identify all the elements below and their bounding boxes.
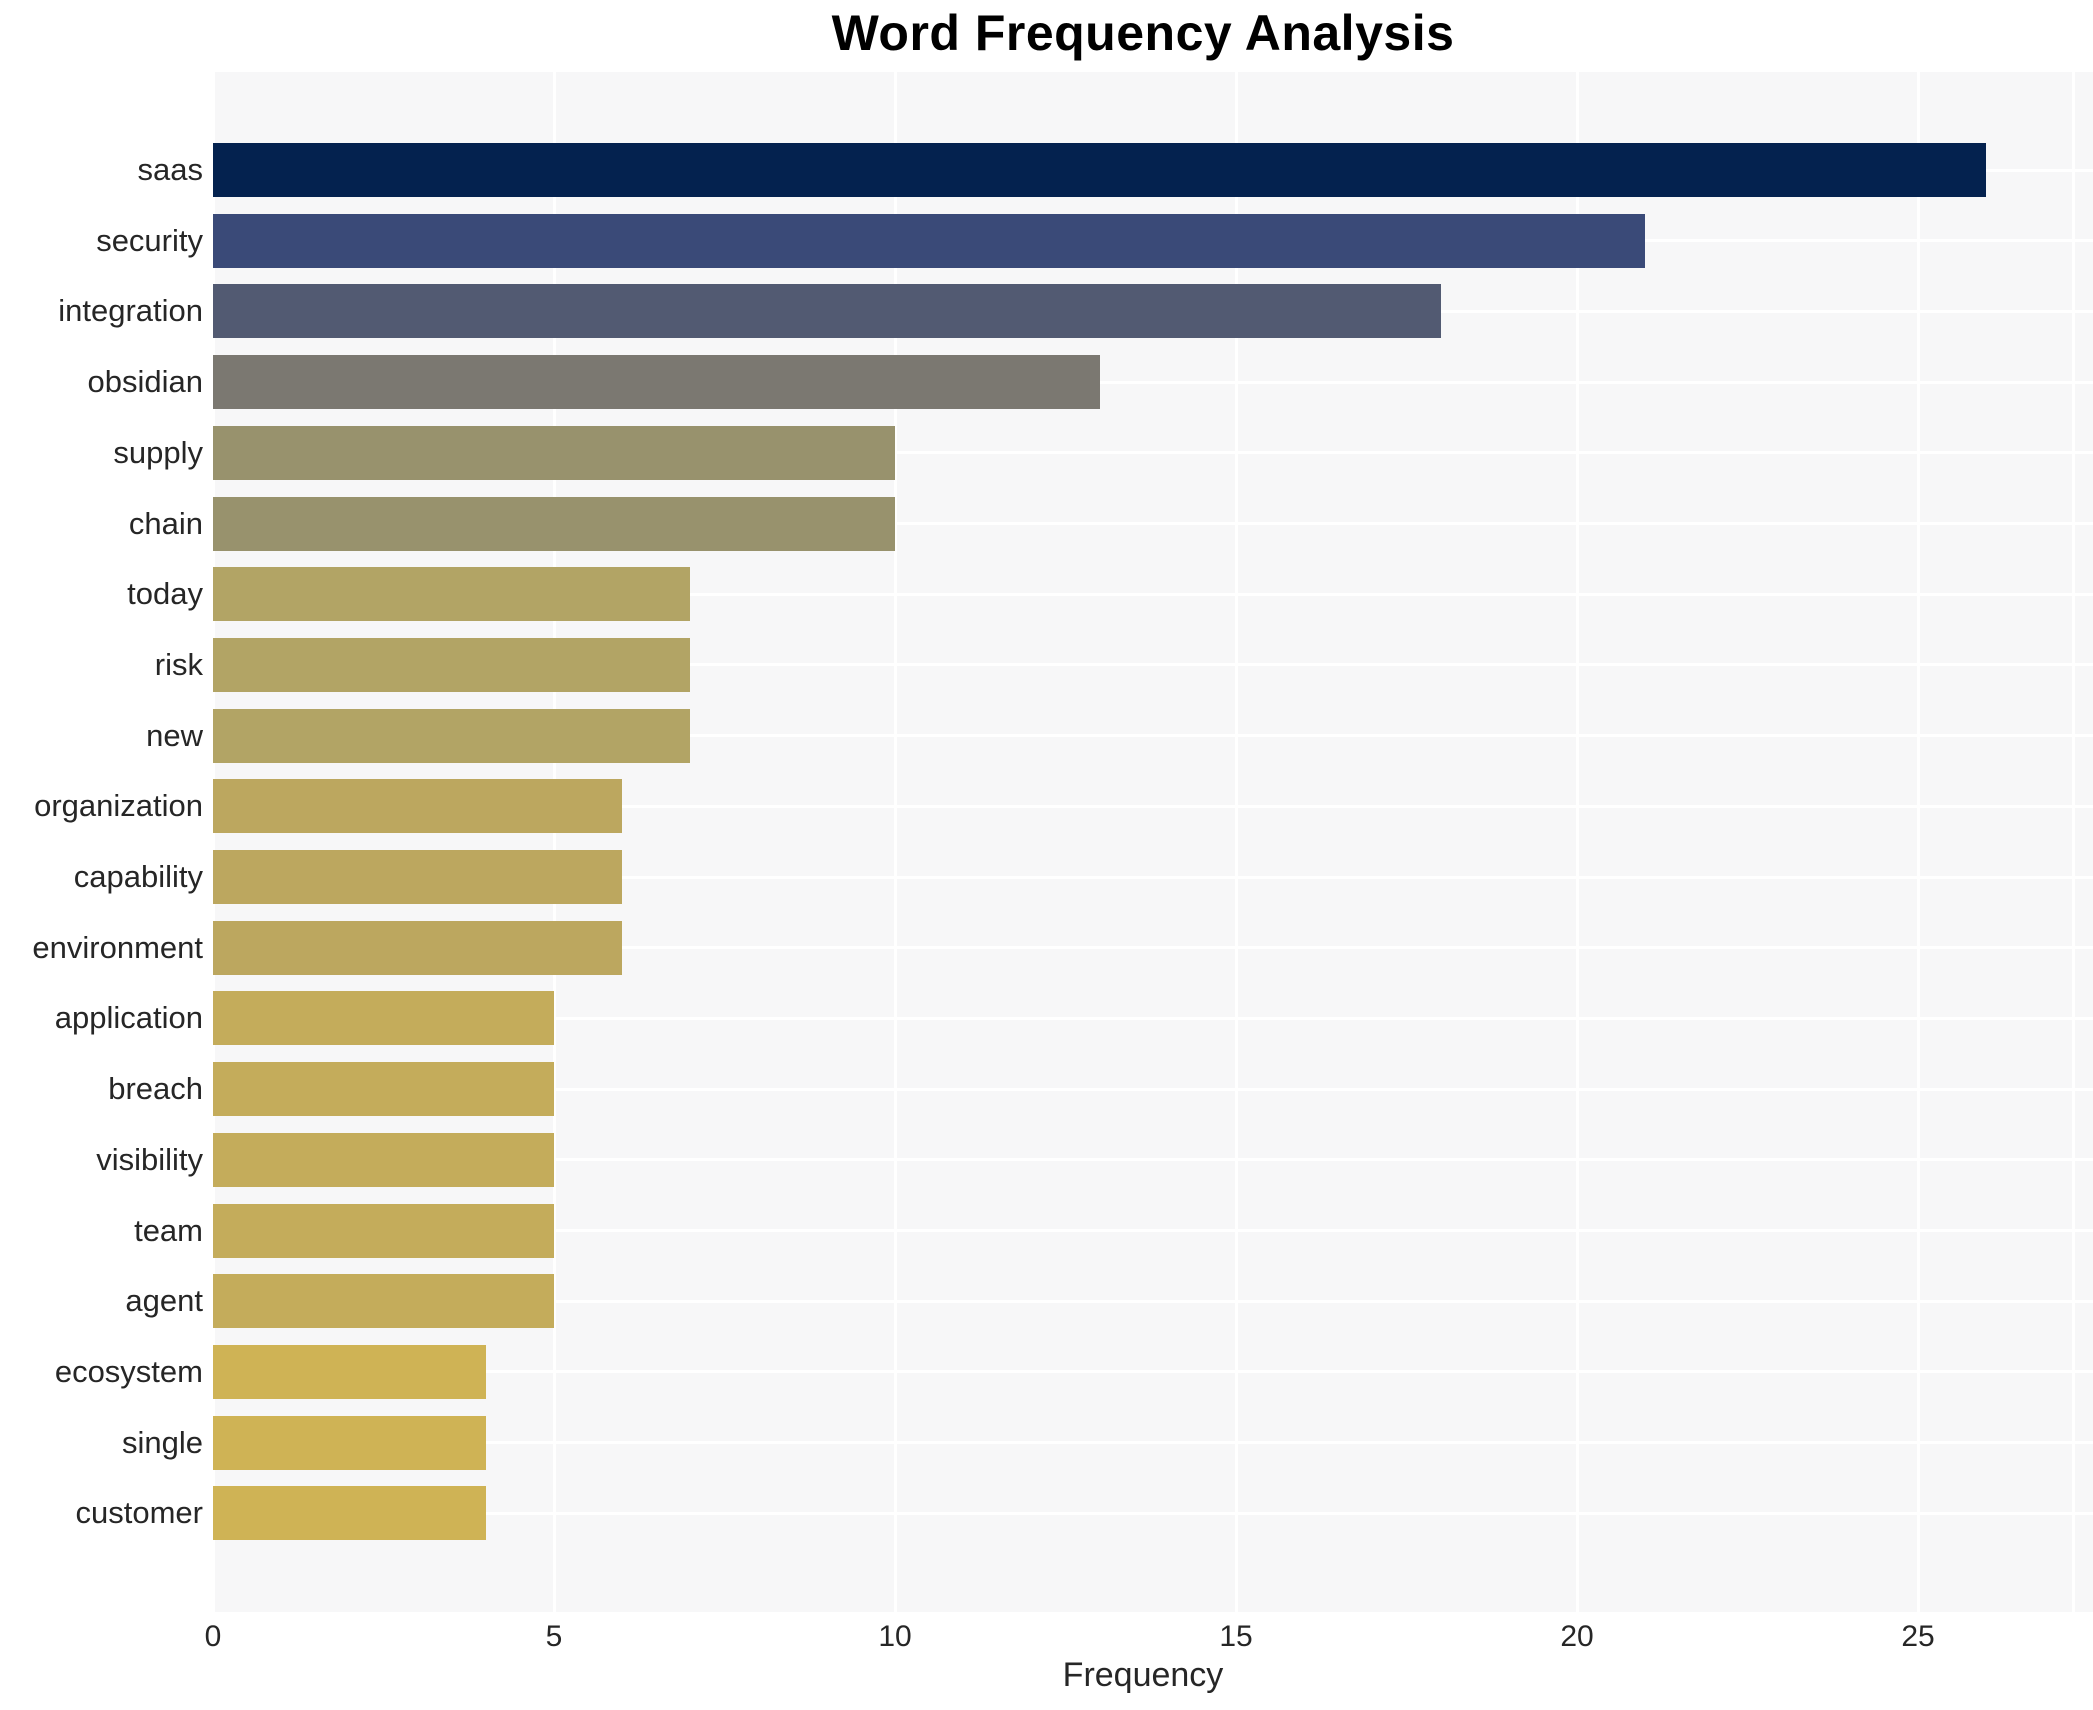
gridline-x-5 xyxy=(552,72,556,1612)
bar-breach xyxy=(213,1062,554,1117)
bar-integration xyxy=(213,284,1441,339)
gridline-y-chain xyxy=(213,522,2093,525)
bar-supply xyxy=(213,425,895,480)
gridline-x-0 xyxy=(211,72,215,1612)
gridline-y-application xyxy=(213,1016,2093,1020)
x-tick-label-20: 20 xyxy=(1560,1620,1594,1653)
y-tick-label-single: single xyxy=(122,1424,203,1460)
gridline-y-team xyxy=(213,1229,2093,1232)
bar-risk xyxy=(213,637,691,692)
bar-application xyxy=(213,991,554,1046)
gridline-y-supply xyxy=(213,451,2093,455)
bar-environment xyxy=(213,920,623,975)
y-tick-label-risk: risk xyxy=(154,646,203,682)
y-tick-label-team: team xyxy=(134,1212,203,1248)
gridline-x-25 xyxy=(1916,72,1920,1612)
chart-title: Word Frequency Analysis xyxy=(831,5,1455,61)
gridline-y-today xyxy=(213,592,2093,596)
y-tick-label-integration: integration xyxy=(58,293,203,329)
y-tick-label-capability: capability xyxy=(73,859,203,894)
bar-security xyxy=(213,213,1646,268)
bar-organization xyxy=(213,779,623,834)
y-tick-label-agent: agent xyxy=(125,1283,203,1319)
bar-ecosystem xyxy=(213,1344,486,1399)
y-tick-label-supply: supply xyxy=(113,434,203,470)
bar-saas xyxy=(213,143,1987,197)
gridline-y-organization xyxy=(213,804,2093,808)
gridline-y-breach xyxy=(213,1087,2093,1091)
gridline-y-visibility xyxy=(213,1158,2093,1162)
bar-capability xyxy=(213,850,623,904)
gridline-y-agent xyxy=(213,1299,2093,1303)
bar-team xyxy=(213,1203,554,1258)
x-tick-label-25: 25 xyxy=(1901,1620,1935,1653)
bar-new xyxy=(213,708,691,763)
bar-single xyxy=(213,1415,486,1470)
y-tick-label-new: new xyxy=(146,717,203,753)
y-tick-label-application: application xyxy=(54,1000,203,1036)
gridline-x-15 xyxy=(1234,72,1238,1612)
gridline-y-obsidian xyxy=(213,380,2093,384)
y-tick-label-chain: chain xyxy=(128,505,203,541)
bar-obsidian xyxy=(213,355,1100,410)
x-axis-title: Frequency xyxy=(1062,1656,1224,1694)
gridline-y-capability xyxy=(213,875,2093,879)
y-tick-label-obsidian: obsidian xyxy=(87,364,203,400)
y-tick-label-breach: breach xyxy=(108,1071,203,1107)
x-tick-label-15: 15 xyxy=(1219,1620,1253,1653)
x-tick-label-5: 5 xyxy=(545,1620,563,1653)
bar-agent xyxy=(213,1274,554,1329)
gridline-y-single xyxy=(213,1441,2093,1445)
bar-today xyxy=(213,567,691,622)
y-tick-label-saas: saas xyxy=(137,152,203,187)
bar-visibility xyxy=(213,1132,554,1187)
gridline-x-10 xyxy=(893,72,897,1612)
gridline-y-environment xyxy=(213,946,2093,950)
y-tick-label-visibility: visibility xyxy=(96,1141,203,1177)
gridline-y-risk xyxy=(213,663,2093,667)
bar-chain xyxy=(213,496,895,551)
y-tick-label-environment: environment xyxy=(32,929,203,965)
gridline-y-new xyxy=(213,734,2093,738)
plot-right-edge xyxy=(2071,72,2075,1612)
x-tick-label-10: 10 xyxy=(878,1620,912,1653)
gridline-y-ecosystem xyxy=(213,1370,2093,1374)
bar-customer xyxy=(213,1486,486,1541)
gridline-y-customer xyxy=(213,1511,2093,1515)
y-tick-label-ecosystem: ecosystem xyxy=(54,1353,203,1389)
gridline-x-20 xyxy=(1575,72,1579,1612)
x-tick-label-0: 0 xyxy=(204,1620,222,1653)
y-tick-label-security: security xyxy=(96,222,203,258)
y-tick-label-customer: customer xyxy=(75,1495,203,1531)
y-tick-label-today: today xyxy=(127,576,203,612)
y-tick-label-organization: organization xyxy=(34,788,203,824)
